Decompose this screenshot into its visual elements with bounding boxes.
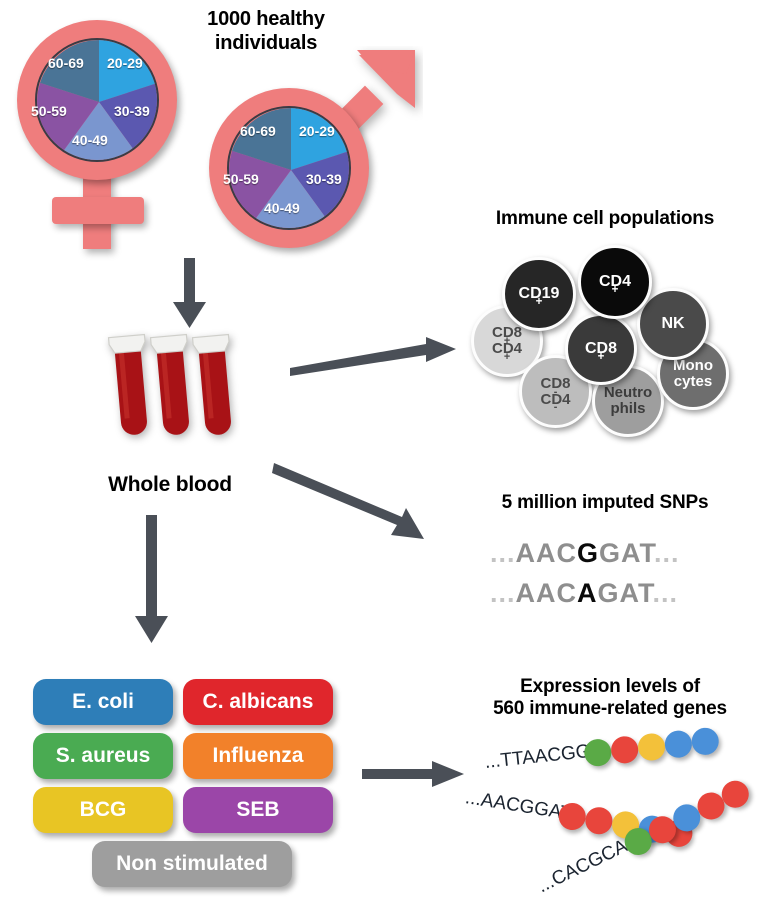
pie-slice-60-69 xyxy=(232,108,291,170)
pie-slice-20-29 xyxy=(99,40,157,102)
expression-seq-2: ...AACGGAT xyxy=(463,787,574,825)
snp-row1-prefix: ... xyxy=(490,538,516,568)
male-age-label-50-59: 50-59 xyxy=(223,171,259,187)
pie-slice-20-29 xyxy=(291,108,349,170)
stimulus-non-stimulated[interactable]: Non stimulated xyxy=(92,841,292,887)
expression-bead xyxy=(663,729,694,760)
snp-row2-prefix: ... xyxy=(490,578,516,608)
stimulus-e-coli[interactable]: E. coli xyxy=(33,679,173,725)
female-age-label-40-49: 40-49 xyxy=(72,132,108,148)
stimulus-bcg[interactable]: BCG xyxy=(33,787,173,833)
pie-slice-60-69 xyxy=(40,40,99,102)
cell-label-monocytes-line1: Mono xyxy=(673,357,713,375)
stimulus-influenza[interactable]: Influenza xyxy=(183,733,333,779)
male-gender-symbol: 20-29 30-39 40-49 50-59 60-69 xyxy=(205,46,420,248)
stimulus-seb[interactable]: SEB xyxy=(183,787,333,833)
pie-slice-30-39 xyxy=(291,151,349,221)
arrow-down-blood-to-stimuli xyxy=(130,515,174,645)
arrow-stimuli-to-expression xyxy=(362,758,467,790)
arrow-down-cohort-to-blood xyxy=(168,258,212,330)
female-gender-symbol: 20-29 30-39 40-49 50-59 60-69 xyxy=(10,14,200,249)
stimulus-label-seb: SEB xyxy=(236,798,280,821)
cell-cd4p: CD4 + xyxy=(578,245,652,319)
blood-tubes-svg xyxy=(107,333,231,435)
snp-row2-right: GAT xyxy=(597,578,653,608)
snp-row2-suffix: ... xyxy=(652,578,679,608)
pie-slice-40-49 xyxy=(62,102,136,160)
cell-nk: NK xyxy=(637,288,709,360)
pie-slice-40-49 xyxy=(254,170,328,228)
snps-title: 5 million imputed SNPs xyxy=(501,492,709,513)
stimulus-label-bcg: BCG xyxy=(79,798,127,821)
cell-label-nk: NK xyxy=(661,314,685,332)
whole-blood-tubes xyxy=(100,328,240,458)
male-age-label-30-39: 30-39 xyxy=(306,171,342,187)
snp-row1-left: AAC xyxy=(515,538,578,568)
arrow-blood-to-immune-cells xyxy=(288,335,458,380)
snp-row2-variant: A xyxy=(577,578,598,608)
stimulus-label-e-coli: E. coli xyxy=(72,690,134,713)
pie-slice-50-59 xyxy=(37,82,99,153)
male-age-label-60-69: 60-69 xyxy=(240,123,276,139)
stimulus-c-albicans[interactable]: C. albicans xyxy=(183,679,333,725)
pie-slice-30-39 xyxy=(99,83,157,153)
cell-label-monocytes-line2: cytes xyxy=(673,373,713,390)
expression-bead xyxy=(636,732,667,762)
expression-title: Expression levels of 560 immune-related … xyxy=(455,676,765,721)
cohort-title-line1: 1000 healthy xyxy=(207,8,325,30)
arrow-blood-to-snps xyxy=(272,455,442,545)
cell-label-neutrophils-line2: phils xyxy=(610,400,646,417)
immune-cells-title: Immune cell populations xyxy=(495,208,715,229)
snp-row2-left: AAC xyxy=(515,578,578,608)
stimulus-label-s-aureus: S. aureus xyxy=(55,744,151,767)
snp-row1-right: GAT xyxy=(599,538,655,568)
female-symbol-crossbar xyxy=(52,197,144,224)
expression-bead xyxy=(690,726,721,757)
cohort-title: 1000 healthy individuals xyxy=(186,8,346,55)
expression-seq-1: ...TTAACGG xyxy=(483,740,592,773)
female-age-pie xyxy=(35,38,159,162)
snp-sequence-row-1: ...AACGGAT... xyxy=(490,538,680,569)
expression-title-line1: Expression levels of xyxy=(520,676,700,697)
stimulus-s-aureus[interactable]: S. aureus xyxy=(33,733,173,779)
stimuli-panel: E. coli C. albicans S. aureus Influenza … xyxy=(0,0,380,922)
immune-cells-cluster: CD8 + CD4 + CD8- CD4- Neutro phils Mono cy… xyxy=(0,0,771,440)
pie-slice-50-59 xyxy=(229,150,291,221)
snp-sequence-row-2: ...AACAGAT... xyxy=(490,578,678,609)
cell-label-neutrophils-line1: Neutro xyxy=(603,384,653,402)
female-age-label-20-29: 20-29 xyxy=(107,55,143,71)
cell-cd8p: CD8 + xyxy=(565,313,637,385)
snp-row1-variant: G xyxy=(577,538,600,568)
stimulus-label-non-stimulated: Non stimulated xyxy=(116,852,268,875)
cell-cd19p: CD19 + xyxy=(502,257,576,331)
female-age-label-30-39: 30-39 xyxy=(114,103,150,119)
expression-bead xyxy=(583,805,615,837)
female-age-label-50-59: 50-59 xyxy=(31,103,67,119)
male-age-label-20-29: 20-29 xyxy=(299,123,335,139)
male-age-label-40-49: 40-49 xyxy=(264,200,300,216)
male-pie-svg xyxy=(229,108,349,228)
male-age-pie xyxy=(227,106,351,230)
snp-row1-suffix: ... xyxy=(654,538,680,568)
expression-title-line2: 560 immune-related genes xyxy=(493,698,727,720)
expression-bead xyxy=(609,734,640,765)
whole-blood-label: Whole blood xyxy=(108,473,232,496)
female-pie-svg xyxy=(37,40,157,160)
stimulus-label-influenza: Influenza xyxy=(212,744,304,767)
female-age-label-60-69: 60-69 xyxy=(48,55,84,71)
cohort-title-line2: individuals xyxy=(214,31,318,54)
stimulus-label-c-albicans: C. albicans xyxy=(202,690,314,713)
